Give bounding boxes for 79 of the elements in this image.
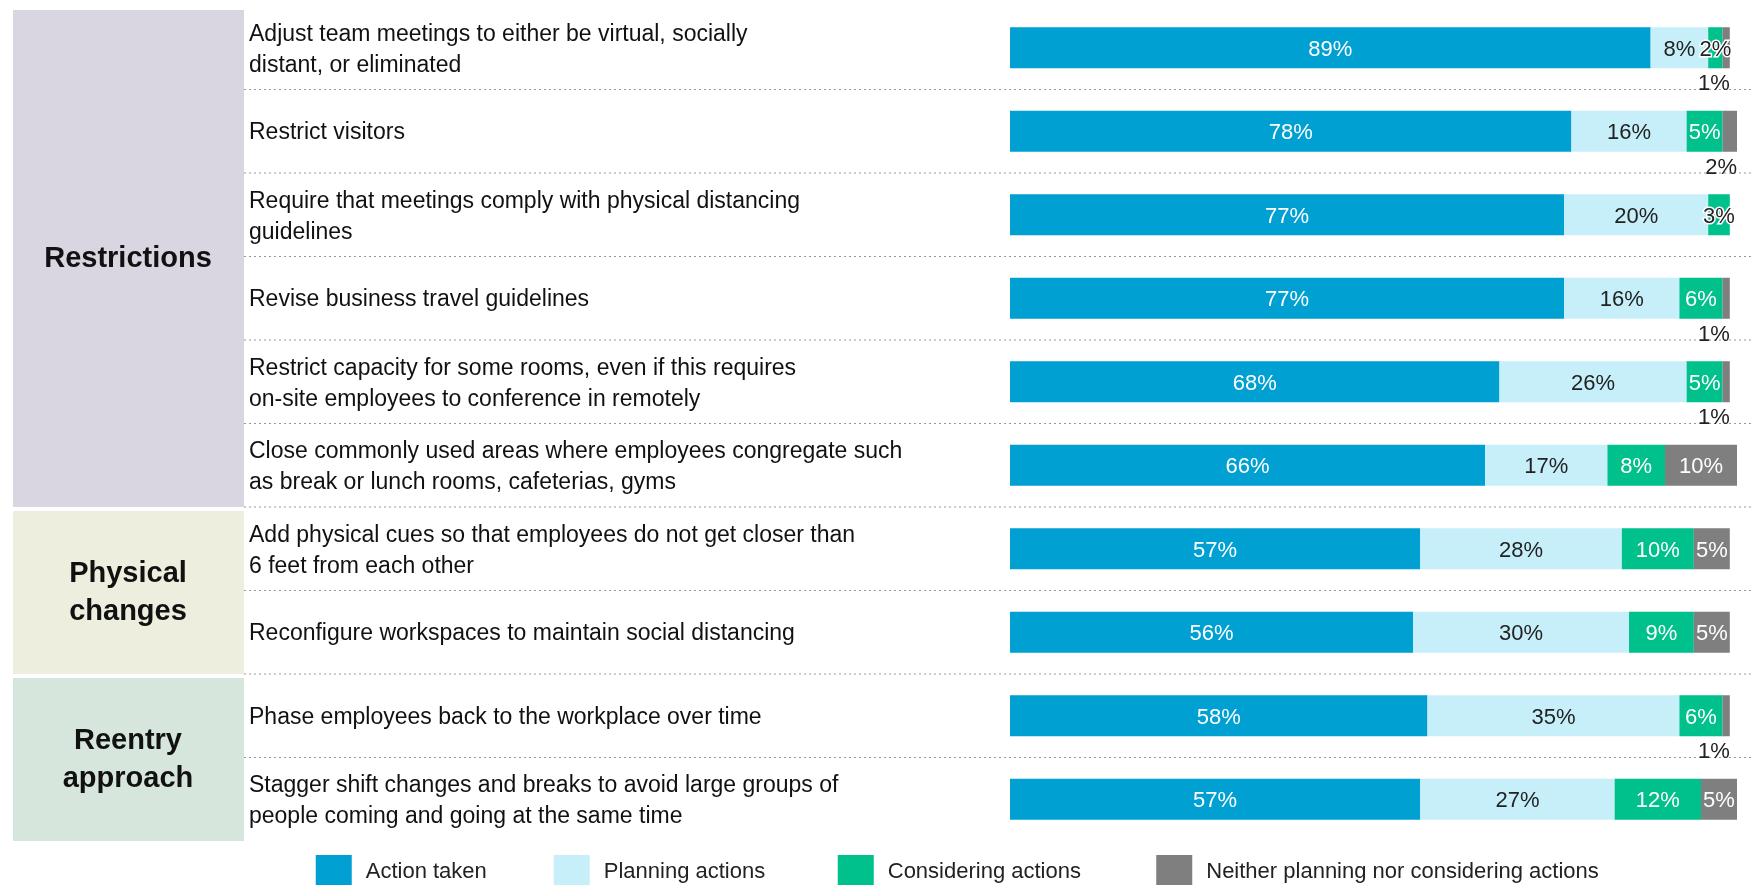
data-label: 30% [1499,620,1544,646]
data-label: 1% [1698,404,1730,430]
data-label: 27% [1495,787,1540,813]
legend-label: Considering actions [887,858,1081,883]
data-label: 9% [1645,620,1678,646]
bar [1413,611,1630,653]
data-label: 5% [1688,119,1721,145]
y-tick-label: Add physical cues so that employees do not get closer than 6 feet from each other [249,520,856,578]
bar [1420,778,1615,820]
bar [1499,361,1687,403]
y-tick-label: Restrict visitors [249,118,405,145]
bar [1722,361,1730,403]
text: Reentry approach [62,722,194,793]
data-label: 28% [1499,536,1544,562]
data-label: 6% [1685,703,1717,729]
data-label: 10% [1635,536,1680,562]
data-label: 57% [1193,787,1238,813]
data-label: 10% [1678,453,1724,479]
y-tick-label: Close commonly used areas where employees congregate such as break or lunch rooms, cafeterias, gyms [249,437,903,495]
data-label: 16% [1599,286,1644,312]
data-label: 68% [1232,369,1277,395]
data-label: 1% [1698,320,1730,346]
bar [1010,695,1428,737]
bar [1571,110,1687,152]
data-label: 26% [1571,369,1616,395]
legend-label: Planning actions [603,858,766,883]
y-tick-label: Reconfigure workspaces to maintain social distancing [249,619,795,646]
data-label: 5% [1695,536,1728,562]
data-label: 78% [1268,119,1313,145]
y-tick-label: Revise business travel guidelines [249,285,590,312]
legend-label: Action taken [365,858,487,883]
bar [1722,277,1730,319]
bar [1564,277,1680,319]
data-label: 2% [1705,153,1737,179]
data-label: 58% [1196,703,1241,729]
data-label: 8% [1620,453,1653,479]
bar [1010,444,1486,486]
data-label: 8% [1663,35,1696,61]
y-tick-label: Phase employees back to the workplace over time [249,702,762,729]
text: Physical changes [69,555,187,626]
data-label: 12% [1635,787,1680,813]
bar [1010,361,1500,403]
y-tick-label: Adjust team meetings to either be virtual, socially distant, or eliminated [249,19,749,77]
data-label: 20% [1614,202,1659,228]
data-label: 77% [1265,286,1310,312]
data-label: 57% [1193,536,1238,562]
bar [1485,444,1608,486]
y-tick-label: Stagger shift changes and breaks to avoid large groups of people coming and going at the same time [249,771,840,829]
data-label: 66% [1225,453,1270,479]
bar [1420,528,1622,570]
legend-label: Neither planning nor considering actions [1206,858,1599,883]
bar [1010,27,1651,69]
data-label: 5% [1703,787,1735,813]
text: Restrictions [44,240,212,273]
bar [1010,528,1421,570]
bar [1010,110,1572,152]
data-label: 16% [1607,119,1652,145]
bar [1722,110,1737,152]
bar [1722,695,1730,737]
data-label: 5% [1695,620,1728,646]
data-label: 77% [1265,202,1310,228]
data-label: 2% [1699,35,1732,61]
bar [1614,778,1702,820]
bar [1010,778,1421,820]
data-label: 1% [1698,738,1730,764]
data-label: 1% [1698,70,1730,96]
data-label: 5% [1688,369,1721,395]
data-label: 17% [1524,453,1569,479]
data-label: 89% [1308,35,1353,61]
data-label: 6% [1685,286,1717,312]
data-label: 56% [1189,620,1234,646]
y-tick-label: Require that meetings comply with physical distancing guidelines [249,186,800,244]
bar [1010,277,1565,319]
bar [1010,194,1565,236]
y-tick-label: Restrict capacity for some rooms, even if this requires on-site employees to conference in remotely [249,353,797,411]
data-label: 35% [1531,703,1576,729]
bar [1427,695,1680,737]
bar [1629,611,1694,653]
bar [1010,611,1414,653]
